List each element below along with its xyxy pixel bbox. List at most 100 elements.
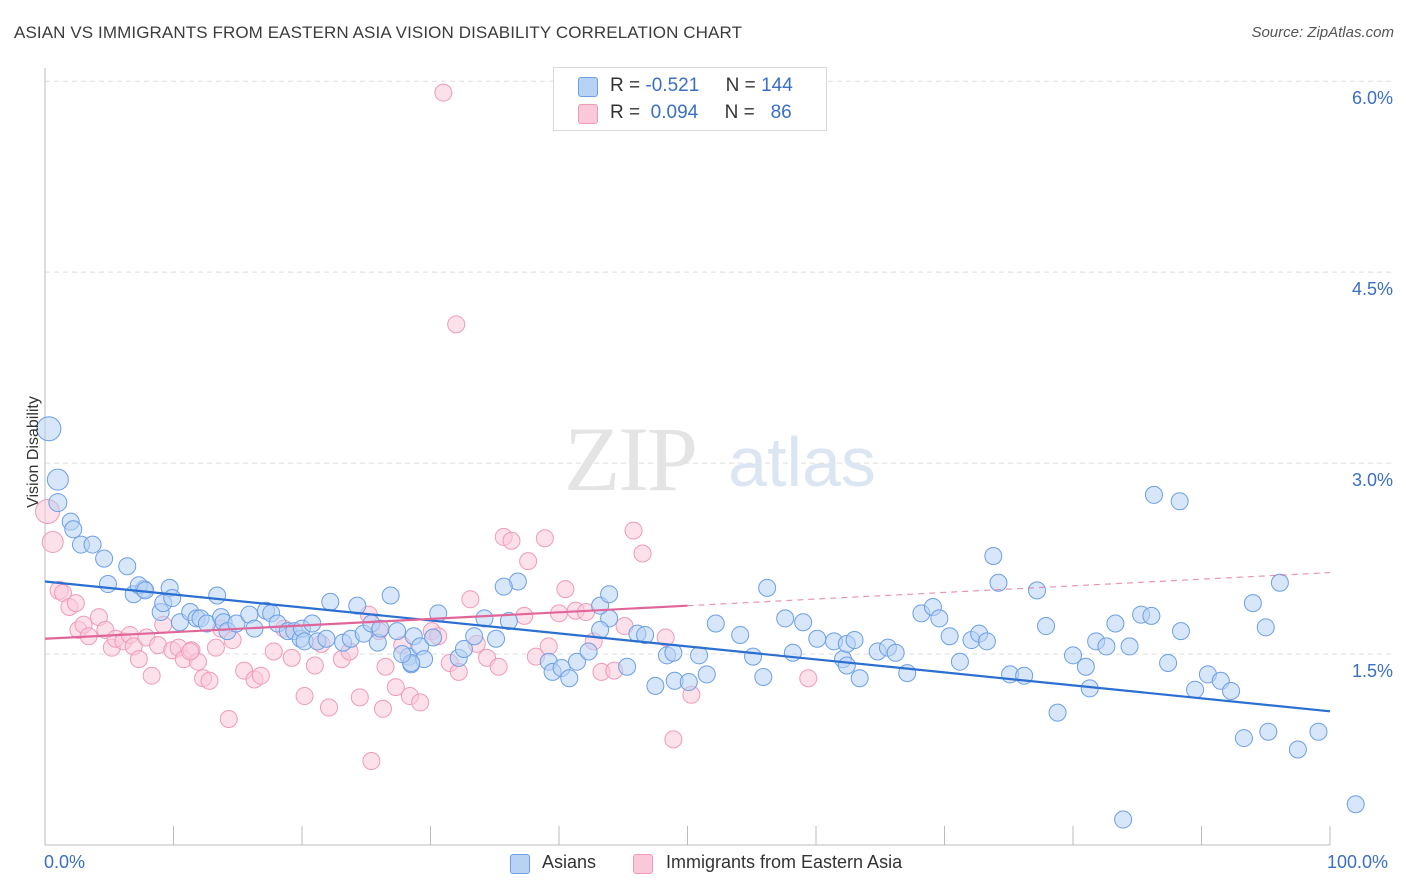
immigrants-point <box>447 315 466 334</box>
immigrants-n-label: N = <box>724 102 755 123</box>
immigrants-point <box>219 709 238 728</box>
asian-point <box>1170 492 1189 511</box>
asian-point <box>1270 573 1289 592</box>
asian-point <box>1076 657 1095 676</box>
y-axis-label: Vision Disability <box>24 396 42 508</box>
asian-point <box>1064 646 1082 665</box>
asians-points <box>36 416 1365 829</box>
trend-lines <box>44 571 1331 713</box>
asian-point <box>636 625 655 644</box>
asians-r-label: R = <box>610 75 641 96</box>
asian-point <box>317 629 336 648</box>
asian-point <box>48 493 68 513</box>
immigrants-point <box>502 531 521 550</box>
asian-point <box>381 586 400 605</box>
asian-point <box>579 642 598 661</box>
asian-point <box>706 614 725 633</box>
y-tick-label: 3.0% <box>1351 470 1393 491</box>
immigrants-point <box>41 531 64 554</box>
asian-point <box>794 613 813 632</box>
immigrants-point <box>200 671 219 690</box>
asian-point <box>930 609 949 628</box>
immigrants-point <box>664 730 683 749</box>
immigrants-point <box>489 657 508 676</box>
asian-point <box>393 645 412 664</box>
asian-point <box>1159 653 1178 672</box>
asians-swatch <box>578 77 598 97</box>
immigrants-r-label: R = <box>610 102 641 123</box>
asian-point <box>1097 637 1116 656</box>
asian-point <box>1186 680 1205 699</box>
immigrants-point <box>319 698 338 717</box>
asian-point <box>83 535 102 554</box>
asian-point <box>1028 581 1047 600</box>
asian-point <box>1259 722 1278 741</box>
asians-n-value: 144 <box>761 75 793 96</box>
legend-immigrants-label: Immigrants from Eastern Asia <box>666 852 903 872</box>
asian-point <box>845 631 864 650</box>
asian-point <box>776 609 795 628</box>
immigrants-r-value: 0.094 <box>650 102 699 123</box>
immigrants-point <box>264 642 283 661</box>
immigrants-point <box>66 594 85 613</box>
asian-point <box>303 614 322 633</box>
immigrants-point <box>251 666 270 685</box>
asian-point <box>754 667 773 686</box>
asian-point <box>591 620 610 639</box>
asian-point <box>465 627 484 646</box>
asian-point <box>886 643 905 662</box>
y-tick-label: 6.0% <box>1351 88 1393 109</box>
legend-immigrants-swatch <box>633 854 653 874</box>
asian-point <box>744 647 763 666</box>
asian-point <box>1114 810 1133 829</box>
asian-point <box>487 629 506 648</box>
asian-point <box>118 557 137 576</box>
axes <box>44 68 1331 846</box>
legend-asians-label: Asians <box>542 852 597 872</box>
y-tick-label: 1.5% <box>1351 661 1393 682</box>
x-tick-label-min: 0.0% <box>44 852 86 872</box>
asian-point <box>618 657 637 676</box>
immigrants-trend-line <box>44 604 688 640</box>
asians-r-value: -0.521 <box>645 75 700 96</box>
watermark-atlas: atlas <box>728 423 876 501</box>
asian-point <box>46 468 69 491</box>
immigrants-swatch <box>578 104 598 124</box>
asian-point <box>850 669 869 688</box>
asian-point <box>163 589 182 608</box>
asian-point <box>98 575 117 594</box>
immigrants-point <box>282 648 301 667</box>
asian-point <box>388 622 407 641</box>
immigrants-point <box>656 628 675 647</box>
asian-point <box>690 646 709 665</box>
asian-point <box>977 632 996 651</box>
asian-point <box>454 639 473 658</box>
asians-n-label: N = <box>725 75 756 96</box>
asian-point <box>664 643 683 662</box>
immigrants-point <box>373 699 392 718</box>
immigrants-point <box>411 693 430 712</box>
immigrants-point <box>434 83 453 102</box>
asian-point <box>1142 606 1161 625</box>
immigrants-n-value: 86 <box>770 102 792 123</box>
asian-point <box>321 592 340 611</box>
asian-point <box>560 669 579 688</box>
asian-point <box>758 578 777 597</box>
asian-point <box>1120 637 1139 656</box>
source-credit: Source: ZipAtlas.com <box>1251 24 1394 41</box>
asian-point <box>424 628 443 647</box>
asian-point <box>494 577 513 596</box>
immigrants-point <box>142 666 161 685</box>
asian-point <box>1243 594 1262 613</box>
immigrants-point <box>362 751 381 770</box>
asian-point <box>837 656 856 675</box>
immigrants-trend-extension <box>687 571 1331 607</box>
asian-point <box>64 520 83 539</box>
asian-point <box>1222 681 1241 700</box>
immigrants-point <box>539 637 558 656</box>
asian-point <box>679 673 698 692</box>
immigrants-point <box>350 688 369 707</box>
immigrants-point <box>535 529 554 548</box>
asian-point <box>1048 703 1067 722</box>
asian-point <box>1256 618 1275 637</box>
